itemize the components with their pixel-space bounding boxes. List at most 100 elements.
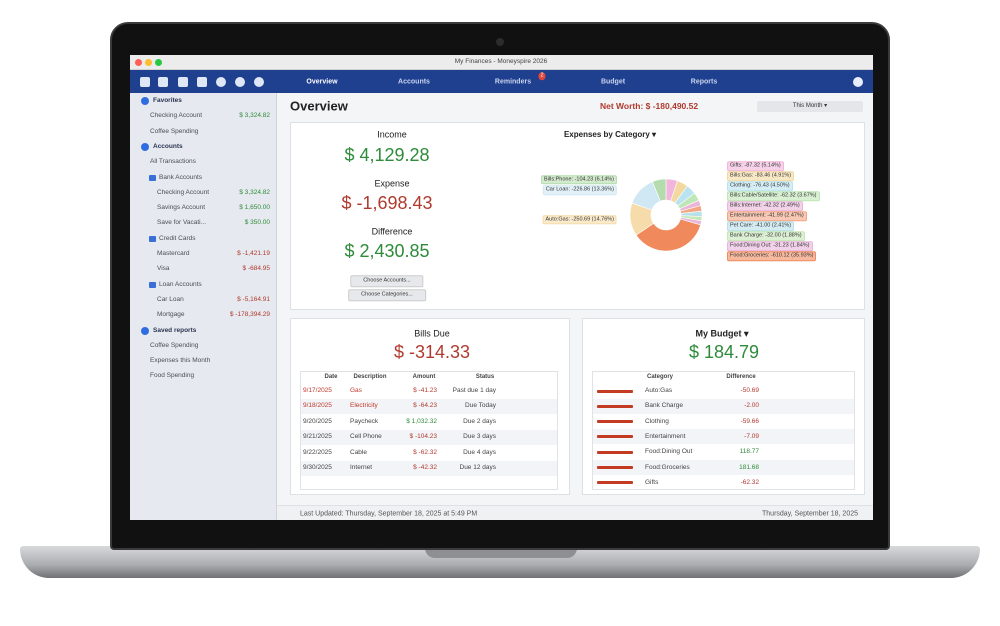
bill-cell: Gas — [350, 386, 362, 394]
bill-cell: Due 3 days — [463, 432, 496, 440]
bill-cell: Due 2 days — [463, 417, 496, 425]
row-stripe — [301, 429, 557, 445]
sidebar-item[interactable]: All Transactions — [150, 157, 196, 165]
row-stripe — [593, 429, 854, 445]
section-icon — [141, 326, 149, 335]
sidebar-item[interactable]: Car Loan — [157, 295, 184, 303]
close-button[interactable] — [135, 59, 142, 66]
sidebar-amount: $ 3,324.82 — [239, 188, 270, 196]
bill-cell: $ 1,032.32 — [406, 417, 437, 425]
budget-category: Food:Dining Out — [645, 447, 693, 455]
slice-label: Bills:Gas: -83.46 (4.91%) — [727, 171, 795, 181]
toolbar-icon[interactable] — [235, 77, 245, 87]
sidebar-item[interactable]: Credit Cards — [159, 234, 196, 242]
slice-label: Bills:Phone: -104.23 (6.14%) — [540, 174, 617, 185]
summary-button[interactable]: Choose Accounts... — [350, 275, 424, 287]
toolbar-tab[interactable]: Budget — [600, 78, 626, 86]
sidebar-section[interactable]: Favorites — [153, 96, 182, 104]
income-label: Income — [377, 129, 407, 140]
chart-title[interactable]: Expenses by Category ▾ — [563, 130, 657, 139]
sidebar-item[interactable]: Coffee Spending — [150, 341, 199, 349]
period-button[interactable] — [757, 101, 863, 112]
slice-label: Food:Dining Out: -31.23 (1.84%) — [727, 241, 813, 251]
bills-total: $ -314.33 — [393, 342, 471, 362]
toolbar-icon[interactable] — [197, 77, 207, 87]
slice-label: Bank Charge: -32.00 (1.88%) — [727, 231, 805, 241]
budget-bar — [597, 450, 633, 454]
budget-bar — [597, 420, 633, 424]
bill-cell: 9/21/2025 — [303, 432, 332, 440]
bill-cell: $ -64.23 — [413, 402, 437, 410]
period-label[interactable]: This Month ▾ — [792, 103, 828, 109]
sidebar-item[interactable]: Mortgage — [157, 310, 185, 318]
pie-slice[interactable] — [635, 218, 701, 252]
bill-cell: Electricity — [350, 402, 378, 410]
sidebar-item[interactable]: Savings Account — [157, 203, 206, 211]
sidebar-item[interactable]: Expenses this Month — [150, 356, 211, 364]
budget-bar — [597, 435, 633, 439]
bill-cell: 9/18/2025 — [303, 402, 332, 410]
sidebar-item[interactable]: Checking Account — [150, 112, 203, 120]
sidebar-item[interactable]: Loan Accounts — [159, 280, 202, 288]
sidebar-item[interactable]: Mastercard — [157, 249, 190, 257]
sidebar-item[interactable]: Save for Vacati... — [157, 219, 207, 227]
budget-difference: -59.66 — [740, 417, 759, 425]
budget-category: Entertainment — [645, 432, 686, 440]
budget-title[interactable]: My Budget ▾ — [695, 328, 749, 339]
bill-cell: Cell Phone — [350, 432, 382, 440]
toolbar-tab[interactable]: Accounts — [398, 78, 430, 86]
expense-label: Expense — [374, 178, 410, 189]
sidebar-item[interactable]: Food Spending — [150, 372, 195, 380]
toolbar-tab[interactable]: Reports — [690, 78, 718, 86]
toolbar-icon[interactable] — [140, 77, 150, 87]
budget-category: Food:Groceries — [645, 463, 690, 471]
minimize-button[interactable] — [145, 59, 152, 66]
bill-cell: Internet — [350, 463, 373, 471]
sidebar-amount: $ -178,394.29 — [229, 310, 270, 318]
pie-slice[interactable] — [651, 178, 667, 202]
row-stripe — [301, 460, 557, 476]
sidebar-item[interactable]: Bank Accounts — [159, 173, 202, 181]
sidebar-item[interactable]: Coffee Spending — [150, 127, 199, 135]
sidebar-item[interactable]: Checking Account — [157, 188, 210, 196]
budget-difference: 118.77 — [739, 447, 759, 455]
row-stripe — [301, 398, 557, 414]
page-title: Overview — [290, 98, 348, 114]
toolbar-icon[interactable] — [178, 77, 188, 87]
slice-label: Bills:Internet: -42.32 (2.49%) — [727, 201, 803, 211]
column-header: Category — [646, 374, 674, 380]
pie-chart — [629, 178, 703, 252]
column-header: Difference — [726, 374, 756, 380]
bill-cell: $ -104.23 — [409, 432, 437, 440]
sidebar-item[interactable]: Visa — [157, 265, 170, 273]
toolbar-icon[interactable] — [158, 77, 168, 87]
toolbar-tab[interactable]: Reminders — [494, 78, 532, 86]
sidebar-section[interactable]: Saved reports — [153, 326, 197, 334]
column-header: Date — [324, 374, 338, 380]
app-window: My Finances - Moneyspire 2026 Overview Acc… — [130, 55, 873, 520]
bill-cell: Due 12 days — [459, 463, 497, 471]
toolbar-tab[interactable]: Overview — [306, 78, 338, 86]
budget-bar — [597, 466, 633, 469]
budget-bar — [597, 404, 633, 408]
budget-bar — [597, 481, 633, 485]
expense-value: $ -1,698.43 — [341, 193, 433, 213]
reminders-badge: 2 — [538, 72, 546, 80]
toolbar — [130, 70, 873, 93]
summary-button[interactable]: Choose Categories... — [348, 289, 426, 301]
budget-category: Bank Charge — [645, 402, 683, 410]
folder-icon — [149, 235, 156, 242]
column-header: Description — [353, 374, 387, 380]
add-button[interactable] — [853, 77, 863, 87]
budget-bar — [597, 389, 633, 393]
zoom-button[interactable] — [155, 59, 162, 66]
sidebar-section[interactable]: Accounts — [153, 142, 183, 150]
sidebar-amount: $ -5,164.91 — [237, 295, 270, 303]
slice-label: Entertainment: -41.99 (2.47%) — [727, 211, 807, 221]
sidebar-amount: $ 3,324.82 — [239, 112, 270, 120]
toolbar-icon[interactable] — [216, 77, 226, 87]
toolbar-icon[interactable] — [254, 77, 264, 87]
bill-cell: $ -42.32 — [413, 463, 437, 471]
bill-cell: $ -41.23 — [413, 386, 437, 394]
